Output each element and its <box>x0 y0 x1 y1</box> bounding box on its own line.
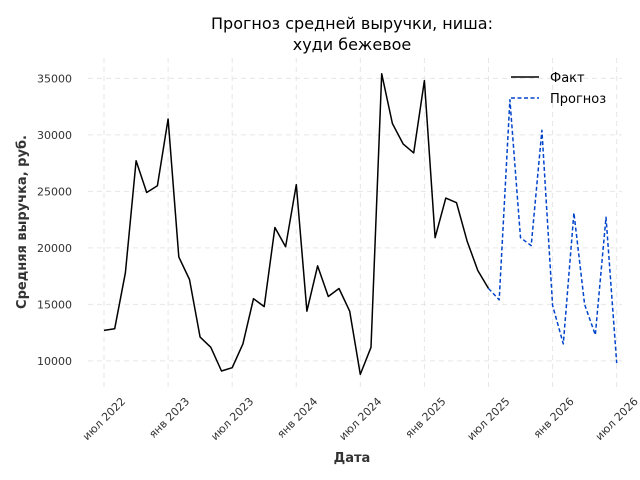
x-axis-ticks: июл 2022 янв 2023 июл 2023 янв 2024 июл 2024… <box>80 395 640 443</box>
x-tick-label-0: июл 2022 <box>80 395 128 443</box>
legend-label-forecast: Прогноз <box>550 92 606 107</box>
x-tick-label-8: июл 2026 <box>593 395 640 443</box>
chart-title-line-1: Прогноз средней выручки, ниша: <box>211 14 493 33</box>
y-tick-label-0: 10000 <box>37 355 72 368</box>
y-tick-label-2: 20000 <box>37 242 72 255</box>
x-tick-label-1: янв 2023 <box>146 395 192 441</box>
y-tick-label-5: 35000 <box>37 72 72 85</box>
grid <box>88 58 622 388</box>
y-axis-label: Средняя выручка, руб. <box>15 135 30 309</box>
legend: Факт Прогноз <box>511 71 606 107</box>
x-tick-label-2: июл 2023 <box>208 395 256 443</box>
series-lines <box>103 73 618 376</box>
y-tick-label-3: 25000 <box>37 185 72 198</box>
x-axis-label: Дата <box>334 451 371 466</box>
x-tick-label-6: июл 2025 <box>465 395 513 443</box>
x-tick-label-4: июл 2024 <box>336 395 384 443</box>
x-tick-label-5: янв 2025 <box>403 395 449 441</box>
x-tick-label-3: янв 2024 <box>275 395 321 441</box>
series-line-0 <box>103 73 490 376</box>
chart-title-line-2: худи бежевое <box>293 35 412 54</box>
series-line-1 <box>487 99 618 364</box>
y-axis-ticks: 10000 15000 20000 25000 30000 35000 <box>37 72 72 368</box>
y-tick-label-1: 15000 <box>37 298 72 311</box>
legend-label-fact: Факт <box>550 71 585 86</box>
y-tick-label-4: 30000 <box>37 129 72 142</box>
x-tick-label-7: янв 2026 <box>531 395 577 441</box>
